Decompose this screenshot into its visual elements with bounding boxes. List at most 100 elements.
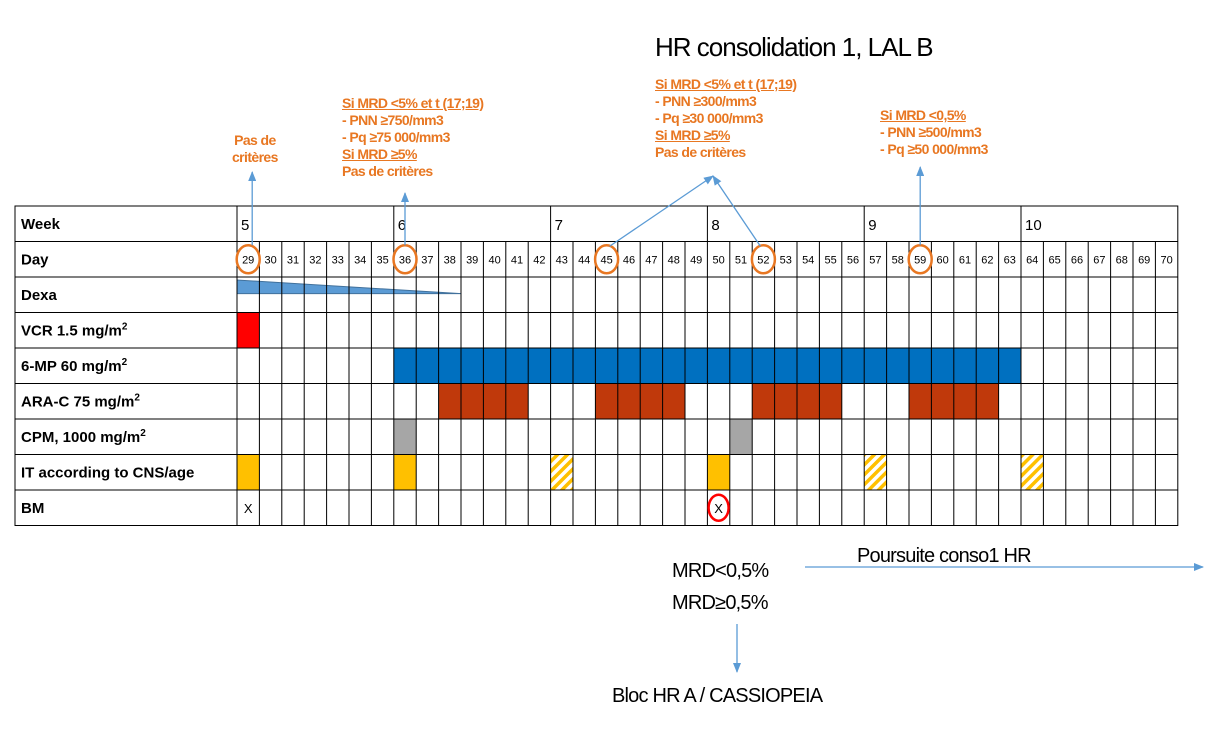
day-number: 40: [488, 254, 500, 266]
row-label: CPM, 1000 mg/m2: [21, 428, 146, 446]
day-number: 67: [1093, 254, 1105, 266]
week-header: Week: [21, 216, 61, 233]
day-number: 47: [645, 254, 657, 266]
day-number: 65: [1048, 254, 1060, 266]
mrd-high-label: MRD≥0,5%: [672, 592, 769, 614]
day-circle: [235, 244, 261, 275]
day-number: 37: [421, 254, 433, 266]
arac-cell: [438, 383, 461, 419]
arac-cell: [931, 383, 954, 419]
day-number: 33: [332, 254, 344, 266]
week-number: 9: [868, 217, 876, 234]
day-number: 63: [1004, 254, 1016, 266]
row-label: 6-MP 60 mg/m2: [21, 357, 128, 375]
note-day36-cond1: Si MRD <5% et t (17;19): [342, 95, 484, 111]
day-number: 70: [1160, 254, 1172, 266]
week-number: 8: [711, 217, 719, 234]
day-number: 39: [466, 254, 478, 266]
arac-cell: [774, 383, 797, 419]
note-day29: Pas de critères: [232, 132, 278, 166]
bm-mark: X: [244, 501, 253, 516]
arac-cell: [752, 383, 775, 419]
day-number: 60: [936, 254, 948, 266]
day-number: 34: [354, 254, 366, 266]
day-number: 29: [242, 254, 254, 266]
week-number: 10: [1025, 217, 1042, 234]
note-day45-none: Pas de critères: [655, 144, 746, 160]
arac-cell: [662, 383, 685, 419]
day-number: 58: [892, 254, 904, 266]
day-number: 57: [869, 254, 881, 266]
note-day36-cond2: Si MRD ≥5%: [342, 146, 417, 162]
day-number: 42: [533, 254, 545, 266]
note-day45-pnn: - PNN ≥300/mm3: [655, 93, 757, 109]
day-number: 62: [981, 254, 993, 266]
note-day36-none: Pas de critères: [342, 163, 433, 179]
arac-cell: [483, 383, 506, 419]
table-border: [14, 205, 1179, 526]
day-number: 46: [623, 254, 635, 266]
arac-cell: [953, 383, 977, 419]
day-markers: [235, 244, 933, 522]
day-number: 49: [690, 254, 702, 266]
page-title: HR consolidation 1, LAL B: [655, 32, 934, 62]
row-label: VCR 1.5 mg/m2: [21, 321, 128, 339]
note-day29-line2: critères: [232, 149, 278, 165]
note-day45-cond2: Si MRD ≥5%: [655, 127, 730, 143]
day-number: 53: [780, 254, 792, 266]
note-day59-cond: Si MRD <0,5%: [880, 107, 966, 123]
arac-cell: [976, 383, 999, 419]
arac-cell: [797, 383, 820, 419]
day-number: 31: [287, 254, 299, 266]
note-day36: Si MRD <5% et t (17;19) - PNN ≥750/mm3 -…: [342, 95, 484, 180]
row-label: BM: [21, 500, 44, 517]
note-day59-pq: - Pq ≥50 000/mm3: [880, 141, 988, 157]
row-label: Dexa: [21, 287, 58, 304]
row-label: IT according to CNS/age: [21, 464, 194, 481]
it-cell: [707, 454, 730, 490]
day-number: 30: [264, 254, 276, 266]
week-number: 6: [398, 217, 406, 234]
day-number: 66: [1071, 254, 1083, 266]
arac-cell: [505, 383, 529, 419]
day-number: 56: [847, 254, 859, 266]
mrd-low-label: MRD<0,5%: [672, 560, 769, 582]
arac-cell: [640, 383, 663, 419]
note-day59: Si MRD <0,5% - PNN ≥500/mm3 - Pq ≥50 000…: [880, 107, 988, 158]
day-number: 51: [735, 254, 747, 266]
week-number: 5: [241, 217, 249, 234]
day-header: Day: [21, 251, 49, 268]
day-number: 45: [600, 254, 612, 266]
day-number: 32: [309, 254, 321, 266]
table-grid: [14, 205, 1179, 526]
it-hatched-cell: [864, 454, 887, 490]
day-circle: [593, 244, 620, 275]
arac-cell: [595, 383, 618, 419]
note-day59-pnn: - PNN ≥500/mm3: [880, 124, 982, 140]
it-hatched-cell: [550, 454, 573, 490]
arrow-day45: [609, 175, 714, 247]
day-number: 54: [802, 254, 814, 266]
day-number: 36: [399, 254, 411, 266]
day-circle: [750, 244, 777, 275]
day-number: 50: [712, 254, 724, 266]
day-number: 43: [556, 254, 568, 266]
bm-mark: X: [714, 501, 723, 516]
day-number: 59: [914, 254, 926, 266]
note-day36-pq: - Pq ≥75 000/mm3: [342, 129, 450, 145]
note-day45-pq: - Pq ≥30 000/mm3: [655, 110, 763, 126]
bm-circle: [707, 493, 730, 522]
day-number: 55: [824, 254, 836, 266]
day-number: 41: [511, 254, 523, 266]
arac-cell: [461, 383, 484, 419]
it-hatched-cell: [1021, 454, 1044, 490]
table-text: Week Day Dexa VCR 1.5 mg/m2 6-MP 60 mg/m2 ARA…: [21, 216, 1173, 517]
week-number: 7: [555, 217, 563, 234]
note-day45-cond1: Si MRD <5% et t (17;19): [655, 76, 797, 92]
flow-arrows: [248, 166, 1204, 673]
day-number: 61: [959, 254, 971, 266]
day-number: 52: [757, 254, 769, 266]
cpm-cell: [729, 419, 753, 455]
note-day45-52: Si MRD <5% et t (17;19) - PNN ≥300/mm3 -…: [655, 76, 797, 161]
